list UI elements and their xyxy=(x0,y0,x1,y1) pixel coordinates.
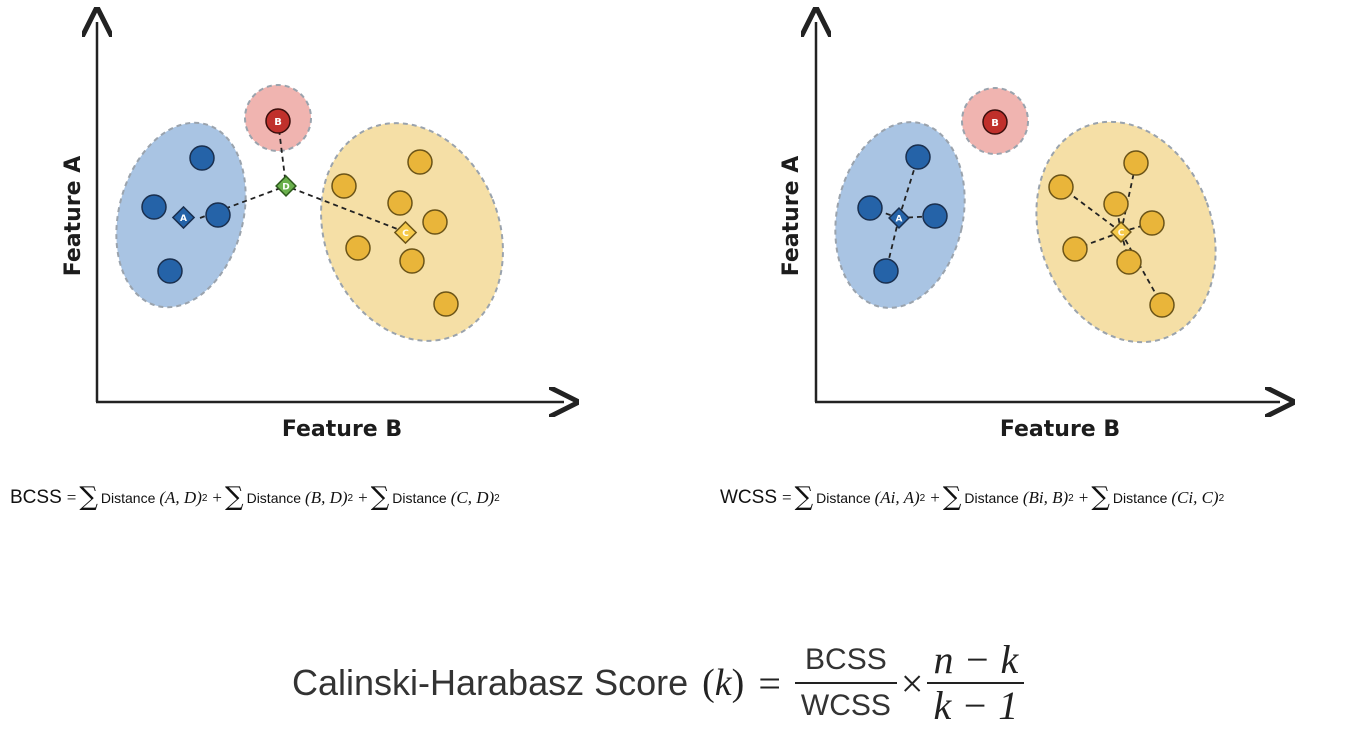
fraction-bar xyxy=(927,682,1025,684)
equals-sign: = xyxy=(66,488,77,507)
sum-symbol: ∑ xyxy=(79,482,98,512)
equals-sign: = xyxy=(782,488,792,507)
blue-point xyxy=(141,194,167,220)
blue-point xyxy=(205,202,231,228)
centroid-d xyxy=(275,175,297,197)
exponent: 2 xyxy=(919,492,926,504)
label-c: C xyxy=(1118,229,1125,239)
exponent: 2 xyxy=(347,492,354,504)
sum-symbol: ∑ xyxy=(225,482,244,512)
centroid-a xyxy=(171,205,196,230)
blue-point xyxy=(857,195,883,221)
term-c-d: (C, D) xyxy=(450,488,495,507)
yellow-point xyxy=(1103,191,1129,217)
distance-text: Distance xyxy=(392,490,447,506)
yellow-point xyxy=(1149,292,1175,318)
fraction-denominator-wcss: WCSS xyxy=(800,689,891,722)
yellow-point xyxy=(433,291,459,317)
centroid-a xyxy=(888,207,910,229)
yellow-point xyxy=(1139,210,1165,236)
red-point-b xyxy=(982,109,1008,135)
blue-point xyxy=(905,144,931,170)
label-b: B xyxy=(991,118,999,129)
subscript-i: i xyxy=(1188,488,1194,507)
term-a-d: (A, D) xyxy=(159,488,202,507)
exponent: 2 xyxy=(1218,492,1225,504)
sum-symbol: ∑ xyxy=(794,482,814,512)
exponent: 2 xyxy=(201,492,208,504)
fraction-numerator-n-minus-k: n − k xyxy=(933,637,1019,682)
fraction-numerator-bcss: BCSS xyxy=(805,643,887,676)
x-axis-title: Feature B xyxy=(282,417,402,442)
equals-sign: = xyxy=(758,660,781,706)
distance-text: Distance xyxy=(816,490,871,506)
argument-k: k xyxy=(714,662,732,704)
yellow-point xyxy=(1048,174,1074,200)
exponent: 2 xyxy=(494,492,500,504)
bcss-formula: BCSS = ∑ Distance (A, D) 2 + ∑ Distance (… xyxy=(10,478,500,518)
label-c: C xyxy=(402,229,409,239)
term-ci-c-open: (C xyxy=(1171,488,1189,507)
times-sign: × xyxy=(900,660,924,706)
distance-line-a-d xyxy=(199,185,287,219)
yellow-point xyxy=(399,248,425,274)
subscript-i: i xyxy=(1038,488,1044,507)
yellow-point xyxy=(1062,236,1088,262)
yellow-point xyxy=(345,235,371,261)
label-a: A xyxy=(896,215,903,225)
plus-sign: + xyxy=(1078,488,1089,507)
blue-point xyxy=(157,258,183,284)
score-argument: (k) xyxy=(702,662,745,704)
yellow-point xyxy=(331,173,357,199)
term-ai-a-close: , A) xyxy=(895,488,920,507)
label-d: D xyxy=(282,183,289,193)
plus-sign: + xyxy=(212,488,223,507)
sum-symbol: ∑ xyxy=(370,482,390,512)
centroid-c xyxy=(393,220,418,245)
y-axis-title: Feature A xyxy=(61,156,86,277)
blue-point xyxy=(189,145,215,171)
blue-point xyxy=(922,203,948,229)
distance-line-c-d xyxy=(285,185,406,233)
term-bi-b-close: , B) xyxy=(1043,488,1069,507)
term-bi-b-open: (B xyxy=(1022,488,1039,507)
yellow-point xyxy=(1123,150,1149,176)
yellow-point xyxy=(422,209,448,235)
bcss-diagram: Feature B Feature A B A C D xyxy=(61,0,600,442)
centroid-c xyxy=(1110,221,1132,243)
sum-symbol: ∑ xyxy=(942,482,962,512)
x-axis-title: Feature B xyxy=(1000,417,1120,442)
sum-symbol: ∑ xyxy=(1091,482,1110,512)
bcss-label: BCSS xyxy=(10,487,62,508)
term-b-d: (B, D) xyxy=(305,488,348,507)
exponent: 2 xyxy=(1068,492,1074,504)
red-point-b xyxy=(265,108,291,134)
plus-sign: + xyxy=(930,488,940,507)
subscript-i: i xyxy=(890,488,896,507)
distance-text: Distance xyxy=(246,490,302,506)
bcss-over-wcss-fraction: BCSS WCSS xyxy=(794,638,897,728)
yellow-point xyxy=(407,149,433,175)
blue-point xyxy=(873,258,899,284)
label-a: A xyxy=(180,214,187,224)
plus-sign: + xyxy=(358,488,368,507)
term-ci-c-close: , C) xyxy=(1193,488,1219,507)
yellow-point xyxy=(387,190,413,216)
distance-text: Distance xyxy=(1112,490,1168,506)
n-k-over-k-1-fraction: n − k k − 1 xyxy=(927,637,1025,728)
calinski-harabasz-formula: Calinski-Harabasz Score (k) = BCSS WCSS … xyxy=(292,628,1025,738)
score-name: Calinski-Harabasz Score xyxy=(292,662,689,703)
yellow-point xyxy=(1116,249,1142,275)
distance-text: Distance xyxy=(964,490,1019,506)
fraction-denominator-k-minus-1: k − 1 xyxy=(933,683,1019,728)
y-axis-title: Feature A xyxy=(779,156,804,277)
wcss-label: WCSS xyxy=(720,487,777,508)
term-ai-a-open: (A xyxy=(874,488,891,507)
fraction-bar xyxy=(794,682,897,684)
distance-text: Distance xyxy=(100,490,156,506)
wcss-diagram: Feature B Feature A B A C xyxy=(779,0,1300,442)
wcss-formula: WCSS = ∑ Distance (A i, A) 2 + ∑ Distance … xyxy=(720,478,1224,518)
label-b: B xyxy=(274,117,282,128)
